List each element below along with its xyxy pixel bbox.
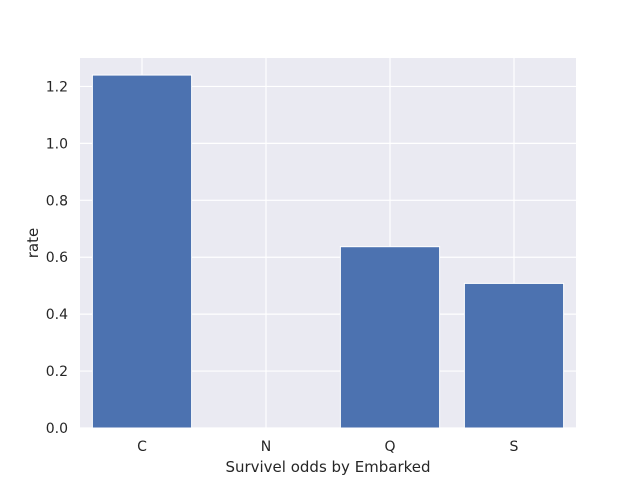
bars [91, 74, 565, 429]
bar-S [463, 282, 565, 429]
x-axis-label: Survivel odds by Embarked [225, 458, 430, 476]
y-tick-label: 0.6 [46, 250, 68, 266]
y-tick-label: 1.0 [46, 136, 68, 152]
x-tick-label: N [261, 439, 271, 455]
x-tick-label: C [137, 439, 147, 455]
y-tick-labels: 0.0 0.2 0.4 0.6 0.8 1.0 1.2 [46, 79, 68, 437]
y-tick-label: 0.4 [46, 307, 68, 323]
bar-C [91, 74, 193, 429]
x-tick-label: Q [384, 439, 395, 455]
bar-Q [339, 246, 441, 429]
y-tick-label: 0.0 [46, 421, 68, 437]
x-tick-label: S [510, 439, 519, 455]
y-tick-label: 0.8 [46, 193, 68, 209]
y-tick-label: 0.2 [46, 364, 68, 380]
y-tick-label: 1.2 [46, 79, 68, 95]
y-axis-label: rate [24, 228, 42, 258]
